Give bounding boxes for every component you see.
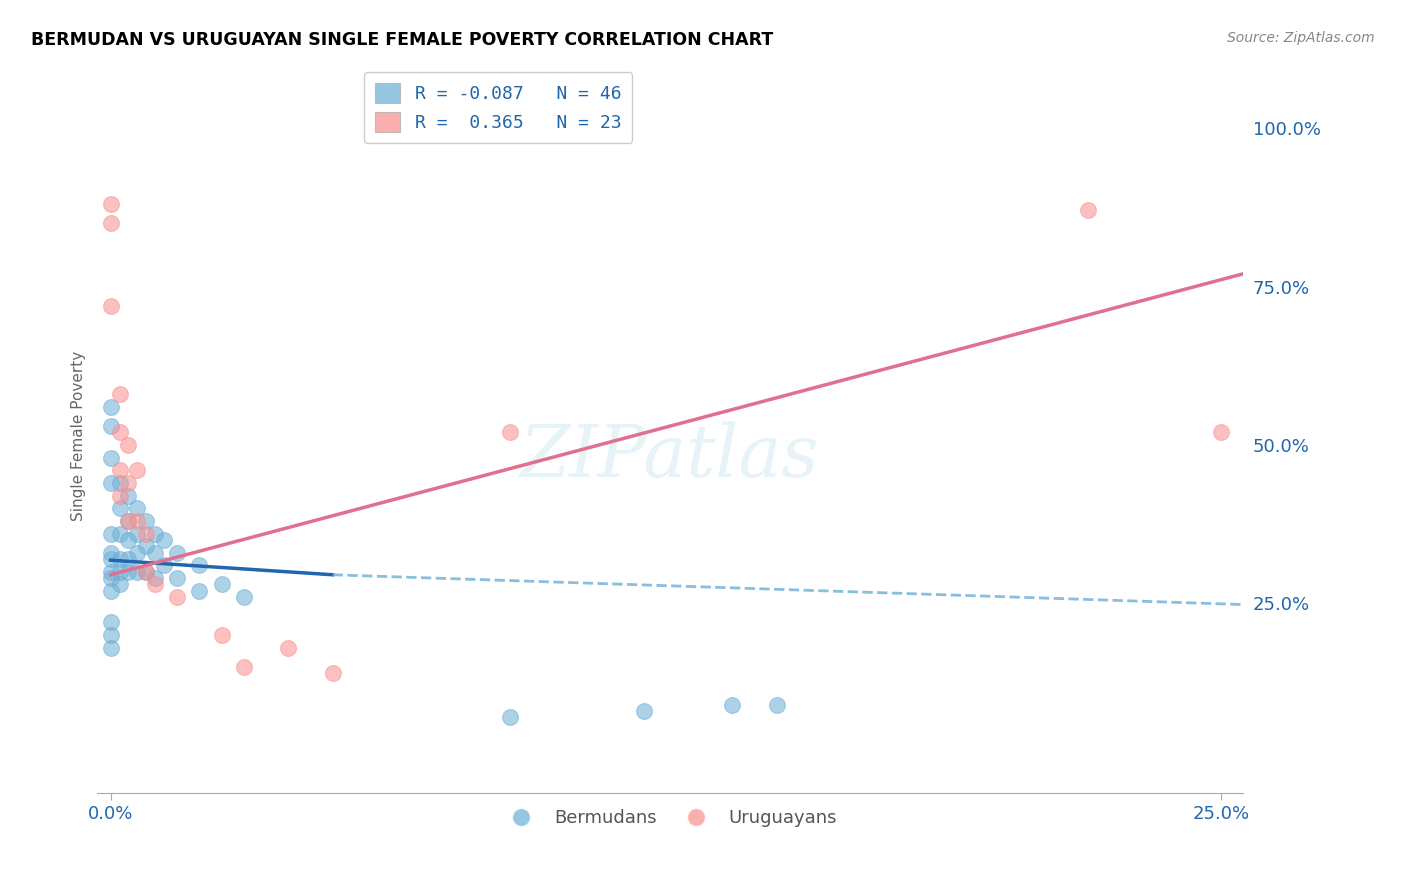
Point xyxy=(108,425,131,440)
Point xyxy=(108,387,131,401)
Point xyxy=(135,526,157,541)
Point xyxy=(232,659,254,673)
Point xyxy=(135,565,157,579)
Point xyxy=(127,463,149,477)
Point xyxy=(277,640,299,655)
Point xyxy=(1077,203,1099,218)
Point xyxy=(100,640,122,655)
Point xyxy=(127,546,149,560)
Point xyxy=(166,590,188,604)
Point xyxy=(100,216,122,230)
Point xyxy=(322,665,344,680)
Point xyxy=(108,489,131,503)
Point xyxy=(100,571,122,585)
Point xyxy=(100,197,122,211)
Point xyxy=(117,533,139,547)
Point xyxy=(117,552,139,566)
Text: ZIPatlas: ZIPatlas xyxy=(520,422,820,492)
Point xyxy=(100,450,122,465)
Point xyxy=(108,501,131,516)
Point xyxy=(100,418,122,433)
Point xyxy=(108,463,131,477)
Point xyxy=(166,546,188,560)
Point xyxy=(117,438,139,452)
Point xyxy=(117,489,139,503)
Point xyxy=(100,615,122,630)
Point xyxy=(100,546,122,560)
Point xyxy=(211,577,233,591)
Point xyxy=(499,425,522,440)
Point xyxy=(117,514,139,528)
Point xyxy=(721,698,744,712)
Point xyxy=(499,710,522,724)
Point xyxy=(633,704,655,718)
Point xyxy=(143,526,166,541)
Point xyxy=(143,546,166,560)
Point xyxy=(117,565,139,579)
Point xyxy=(188,583,211,598)
Text: BERMUDAN VS URUGUAYAN SINGLE FEMALE POVERTY CORRELATION CHART: BERMUDAN VS URUGUAYAN SINGLE FEMALE POVE… xyxy=(31,31,773,49)
Point xyxy=(100,526,122,541)
Point xyxy=(108,565,131,579)
Point xyxy=(100,299,122,313)
Point xyxy=(117,514,139,528)
Point xyxy=(1209,425,1232,440)
Point xyxy=(143,571,166,585)
Point xyxy=(100,583,122,598)
Point xyxy=(108,577,131,591)
Point xyxy=(100,552,122,566)
Point xyxy=(108,475,131,490)
Y-axis label: Single Female Poverty: Single Female Poverty xyxy=(72,351,86,521)
Point xyxy=(135,514,157,528)
Point xyxy=(188,558,211,573)
Legend: Bermudans, Uruguayans: Bermudans, Uruguayans xyxy=(496,802,845,834)
Point xyxy=(166,571,188,585)
Point xyxy=(127,565,149,579)
Point xyxy=(108,526,131,541)
Point xyxy=(100,475,122,490)
Point xyxy=(153,533,176,547)
Point xyxy=(108,552,131,566)
Point xyxy=(135,565,157,579)
Point xyxy=(765,698,787,712)
Point xyxy=(100,565,122,579)
Point xyxy=(127,526,149,541)
Text: Source: ZipAtlas.com: Source: ZipAtlas.com xyxy=(1227,31,1375,45)
Point xyxy=(100,628,122,642)
Point xyxy=(135,539,157,553)
Point xyxy=(153,558,176,573)
Point xyxy=(127,501,149,516)
Point xyxy=(100,400,122,414)
Point xyxy=(143,577,166,591)
Point xyxy=(211,628,233,642)
Point xyxy=(117,475,139,490)
Point xyxy=(127,514,149,528)
Point xyxy=(232,590,254,604)
